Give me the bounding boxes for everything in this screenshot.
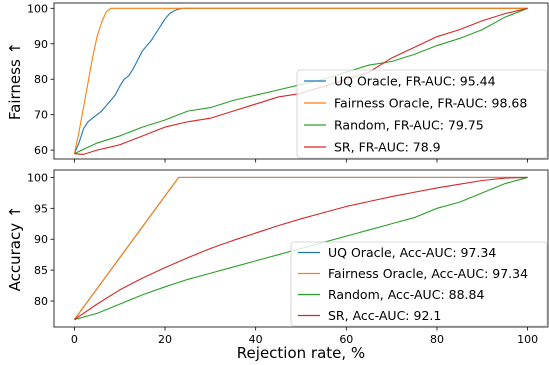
bottom-y-tick-label: 100 [27, 171, 48, 184]
bottom-y-tick-label: 85 [34, 264, 48, 277]
top-axes-frame [53, 2, 549, 160]
bottom-x-tick-label: 80 [430, 333, 444, 346]
top-legend-label-1: Fairness Oracle, FR-AUC: 98.68 [334, 96, 527, 111]
bottom-legend-box [290, 241, 548, 327]
bottom-legend-label-3: SR, Acc-AUC: 92.1 [328, 308, 441, 323]
top-legend-box [296, 69, 548, 159]
top-series-line-0 [73, 7, 528, 154]
top-y-tick-label: 80 [34, 73, 48, 86]
top-y-tick-label: 100 [27, 2, 48, 15]
bottom-x-tick-label: 40 [249, 333, 263, 346]
bottom-y-tick-label: 95 [34, 202, 48, 215]
top-series-line-3 [74, 7, 528, 155]
bottom-x-tick-label: 20 [158, 333, 172, 346]
bottom-x-tick-label: 100 [517, 333, 538, 346]
top-legend-label-2: Random, FR-AUC: 79.75 [334, 118, 484, 133]
bottom-panel: 0 20 40 60 80 100 80 85 90 95 100 Accuracy ↑ Rejecti… [6, 169, 549, 362]
top-legend: UQ Oracle, FR-AUC: 95.44 Fairness Oracle,… [296, 69, 548, 159]
bottom-series-line-1 [73, 176, 528, 320]
bottom-series-line-3 [74, 176, 528, 321]
top-y-tick-label: 60 [34, 144, 48, 157]
top-y-tick-label: 90 [34, 38, 48, 51]
bottom-x-tick-label: 0 [71, 333, 78, 346]
top-series-line-1 [73, 7, 528, 154]
bottom-x-axis-label: Rejection rate, % [237, 344, 365, 362]
top-legend-label-3: SR, FR-AUC: 78.9 [334, 140, 441, 155]
bottom-y-tick-label: 80 [34, 295, 48, 308]
top-y-tick-label: 70 [34, 109, 48, 122]
bottom-legend-label-1: Fairness Oracle, Acc-AUC: 97.34 [328, 266, 528, 281]
top-legend-label-0: UQ Oracle, FR-AUC: 95.44 [334, 74, 496, 89]
bottom-x-tick-label: 60 [339, 333, 353, 346]
bottom-y-axis-label: Accuracy ↑ [6, 206, 24, 292]
bottom-axes-frame [53, 169, 549, 328]
bottom-legend-label-0: UQ Oracle, Acc-AUC: 97.34 [328, 245, 496, 260]
bottom-legend-label-2: Random, Acc-AUC: 88.84 [328, 287, 484, 302]
top-y-axis-label: Fairness ↑ [6, 42, 24, 120]
bottom-y-tick-label: 90 [34, 233, 48, 246]
top-panel: 60 70 80 90 100 Fairness ↑ UQ Oracle, FR-AUC: … [6, 2, 549, 163]
bottom-legend: UQ Oracle, Acc-AUC: 97.34 Fairness Oracle… [290, 241, 548, 327]
